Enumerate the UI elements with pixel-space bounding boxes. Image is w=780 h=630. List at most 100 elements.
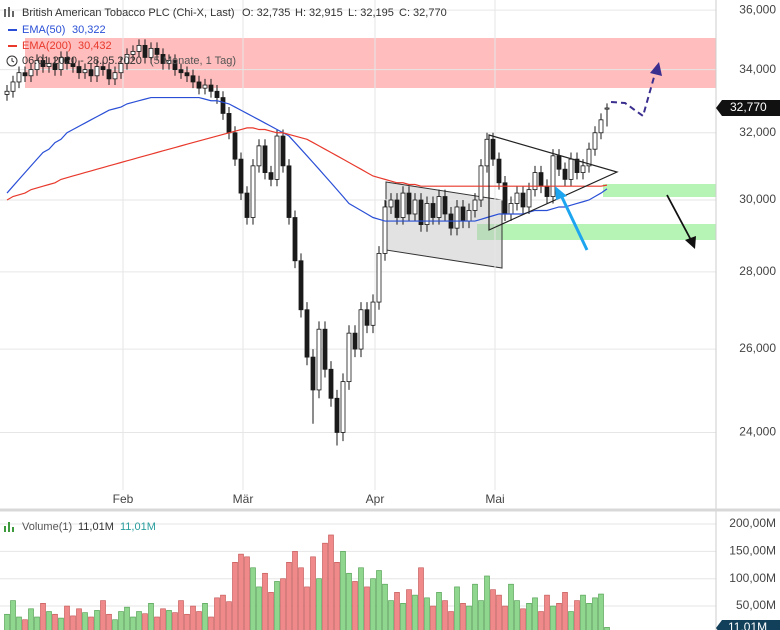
volume-bar	[388, 600, 394, 630]
candle-body	[274, 135, 280, 180]
volume-bar	[154, 616, 160, 630]
candle-body	[496, 158, 502, 184]
volume-bar	[244, 556, 250, 630]
volume-bar	[100, 600, 106, 630]
volume-bar	[196, 611, 202, 630]
candle-body	[376, 253, 382, 303]
blue-arrowhead	[555, 186, 567, 200]
volume-bar	[142, 613, 148, 630]
candle-body	[124, 54, 130, 64]
volume-bar	[454, 586, 460, 630]
volume-bar	[562, 592, 568, 630]
volume-bar	[178, 600, 184, 630]
candle-body	[112, 72, 118, 80]
volume-bar	[136, 611, 142, 630]
chart-icon	[4, 7, 14, 17]
candle-body	[586, 148, 592, 167]
volume-bar	[442, 600, 448, 630]
candle-body	[160, 54, 166, 64]
candle-body	[244, 192, 250, 218]
volume-bar	[514, 600, 520, 630]
volume-bar	[424, 597, 430, 630]
volume-bar	[172, 612, 178, 630]
volume-bar	[580, 594, 586, 630]
y-tick-label: 34,000	[739, 62, 776, 76]
candle-body	[34, 60, 40, 71]
volume-bar	[148, 603, 154, 630]
volume-bar	[286, 562, 292, 630]
volume-bar	[16, 616, 22, 630]
candle-body	[388, 199, 394, 208]
support-zone	[603, 184, 716, 197]
candle-body	[526, 189, 532, 208]
volume-bar	[484, 575, 490, 630]
volume-bar	[4, 613, 10, 630]
volume-bar	[472, 583, 478, 630]
candle-body	[550, 155, 556, 197]
volume-bar	[394, 592, 400, 630]
candle-body	[310, 356, 316, 391]
candle-body	[454, 206, 460, 229]
volume-bar	[478, 600, 484, 630]
candle-body	[544, 185, 550, 197]
period: (5 Monate, 1 Tag)	[150, 55, 236, 67]
volume-bar	[184, 613, 190, 630]
candle-body	[328, 368, 334, 399]
candle-body	[76, 66, 82, 74]
volume-tag	[716, 620, 780, 630]
candle-body	[412, 199, 418, 215]
volume-bar	[436, 592, 442, 630]
date-range: 06.01.2020 - 28.05.2020	[22, 55, 142, 67]
support-zone	[477, 224, 716, 240]
candle-body	[130, 50, 136, 55]
candle-body	[286, 165, 292, 218]
volume-bar	[238, 553, 244, 630]
volume-bar	[604, 627, 610, 630]
candle-body	[4, 90, 10, 95]
marks	[4, 39, 610, 630]
candle-body	[322, 328, 328, 370]
candle-body	[172, 60, 178, 71]
candle-body	[532, 172, 538, 191]
candle-body	[16, 72, 22, 83]
candle-body	[46, 63, 52, 67]
volume-legend-value: 11,01M	[78, 521, 114, 533]
volume-bar	[532, 597, 538, 630]
price-tag	[716, 100, 780, 117]
candle-body	[250, 165, 256, 218]
volume-bar	[490, 589, 496, 630]
candle-body	[304, 309, 310, 358]
volume-bar	[250, 567, 256, 630]
candle-body	[400, 192, 406, 218]
ema-line	[6, 127, 608, 201]
candle-body	[406, 192, 412, 215]
candle-body	[196, 81, 202, 89]
clock-icon	[6, 55, 18, 67]
volume-bar	[298, 567, 304, 630]
candle-body	[280, 135, 286, 167]
legend-label: EMA(50)	[22, 24, 65, 36]
candle-body	[220, 97, 226, 114]
candle-body	[208, 84, 214, 92]
volume-bar	[118, 611, 124, 630]
candle-body	[370, 301, 376, 326]
candle-body	[502, 182, 508, 215]
volume-bar	[34, 616, 40, 630]
volume-bar	[28, 608, 34, 630]
candle-body	[154, 47, 160, 55]
candle-body	[268, 172, 274, 180]
candle-body	[82, 69, 88, 74]
volume-bar	[364, 586, 370, 630]
volume-bar	[58, 617, 64, 630]
candle-body	[352, 332, 358, 350]
candle-body	[424, 203, 430, 225]
volume-bar	[124, 606, 130, 630]
y-tick-label: 200,00M	[729, 516, 776, 530]
volume-bar	[322, 542, 328, 630]
volume-title: Volume(1)	[22, 521, 72, 533]
candle-body	[10, 81, 16, 92]
volume-bar	[40, 603, 46, 630]
candle-body	[202, 84, 208, 89]
ohlc-label: H: 32,915	[295, 7, 343, 19]
